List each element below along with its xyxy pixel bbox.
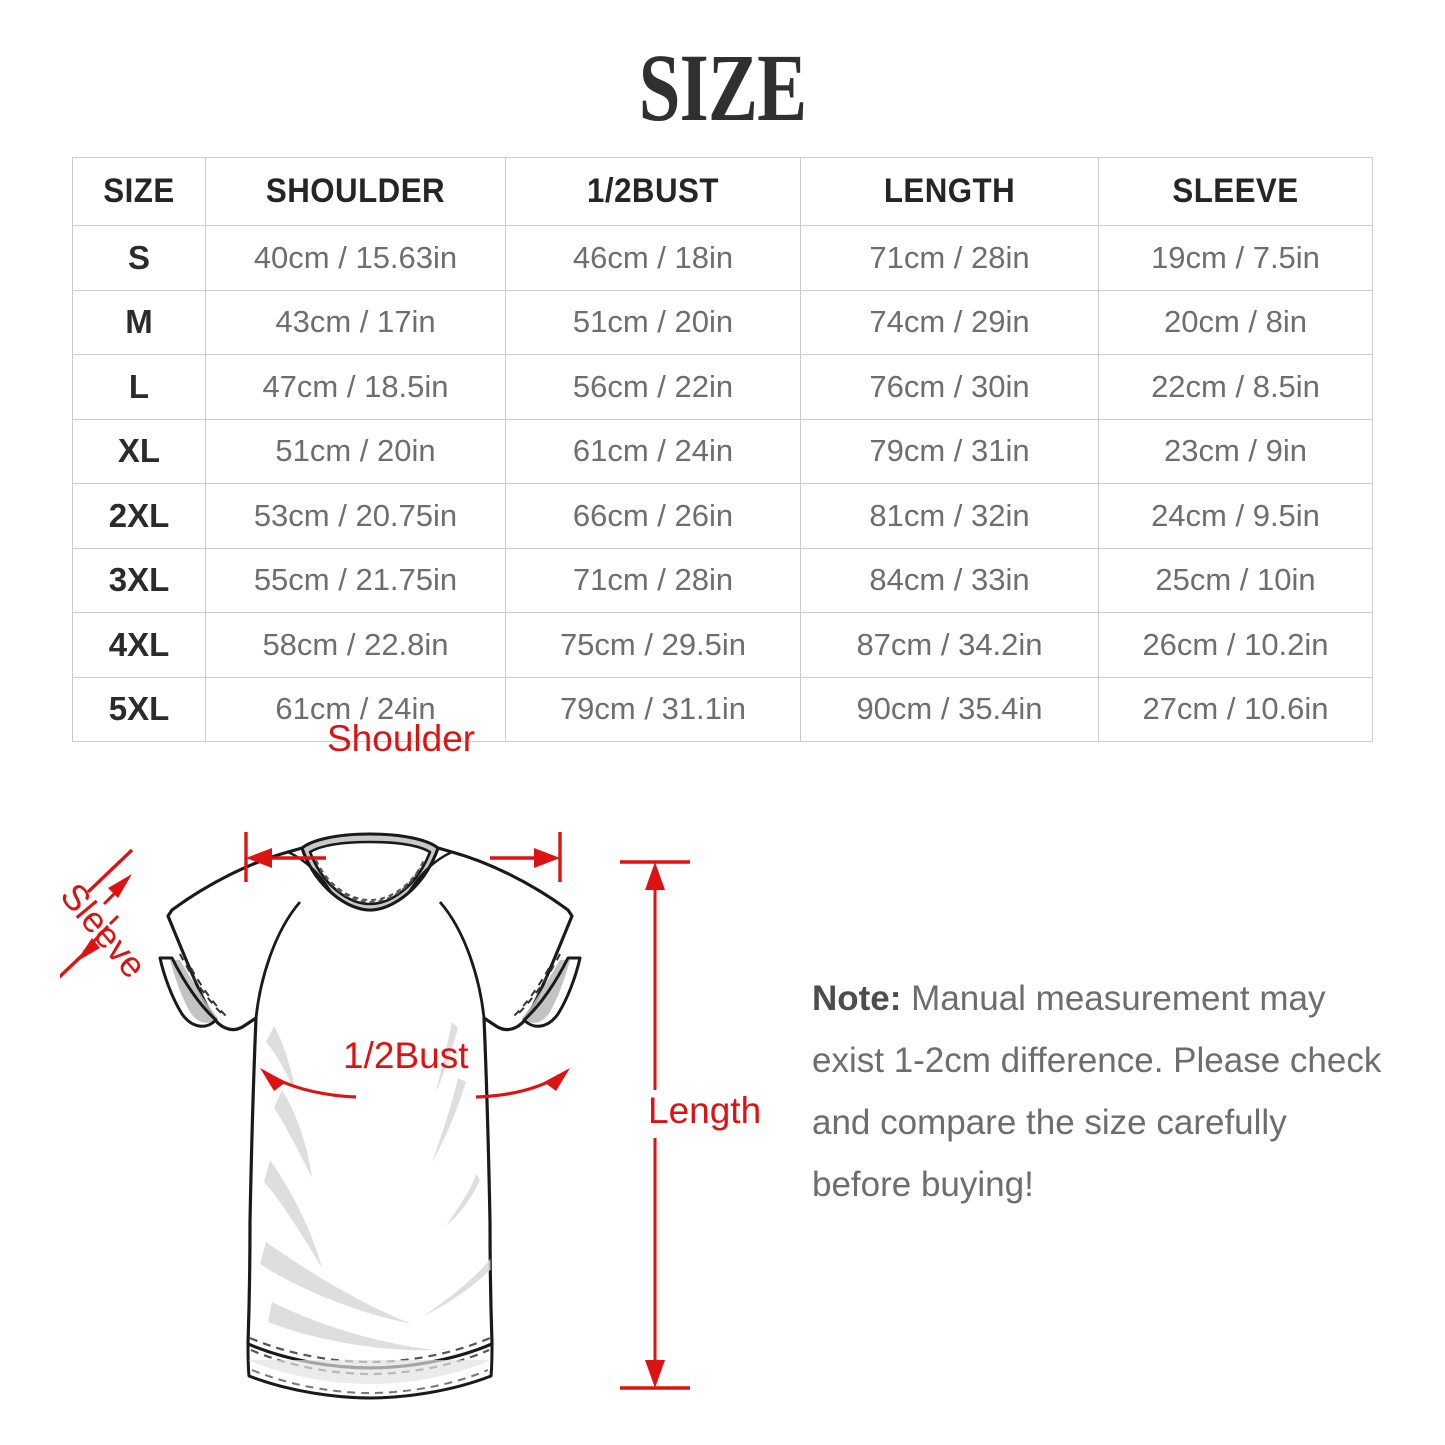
cell-sleeve: 22cm / 8.5in — [1098, 354, 1373, 420]
note-label: Note: — [812, 979, 902, 1018]
cell-length: 84cm / 33in — [800, 547, 1099, 613]
column-header-length: LENGTH — [800, 157, 1099, 226]
cell-bust: 51cm / 20in — [505, 289, 801, 355]
t-shirt-illustration — [158, 832, 582, 1400]
cell-shoulder: 58cm / 22.8in — [205, 612, 506, 678]
cell-size: 2XL — [72, 483, 206, 549]
cell-size: 5XL — [72, 676, 206, 742]
table-row: 5XL 61cm / 24in 79cm / 31.1in 90cm / 35.… — [72, 676, 1373, 742]
table-row: 2XL 53cm / 20.75in 66cm / 26in 81cm / 32… — [72, 483, 1373, 549]
shirt-outline — [158, 832, 582, 1400]
cell-bust: 75cm / 29.5in — [505, 612, 801, 678]
cell-bust: 46cm / 18in — [505, 225, 801, 291]
cell-size: M — [72, 289, 206, 355]
hem-shadow — [248, 1360, 491, 1384]
sleeve-tick-upper — [86, 848, 134, 894]
bust-arrow-line-left — [273, 1076, 357, 1099]
garment-measurement-diagram: Shoulder 1/2Bust Length Sleeve Note: Man… — [0, 718, 1445, 1445]
cell-shoulder: 43cm / 17in — [205, 289, 506, 355]
cell-size: S — [72, 225, 206, 291]
cell-shoulder: 55cm / 21.75in — [205, 547, 506, 613]
cell-shoulder: 51cm / 20in — [205, 418, 506, 484]
table-row: L 47cm / 18.5in 56cm / 22in 76cm / 30in … — [72, 354, 1373, 420]
table-header-row: SIZE SHOULDER 1/2BUST LENGTH SLEEVE — [72, 157, 1373, 226]
cell-bust: 66cm / 26in — [505, 483, 801, 549]
table-row: M 43cm / 17in 51cm / 20in 74cm / 29in 20… — [72, 289, 1373, 355]
cell-bust: 71cm / 28in — [505, 547, 801, 613]
cell-sleeve: 26cm / 10.2in — [1098, 612, 1373, 678]
sleeve-arrowhead-up — [108, 874, 132, 898]
cell-length: 76cm / 30in — [800, 354, 1099, 420]
cell-length: 81cm / 32in — [800, 483, 1099, 549]
note-text: Manual measurement may exist 1-2cm diffe… — [812, 979, 1382, 1204]
cell-shoulder: 61cm / 24in — [205, 676, 506, 742]
table-row: 4XL 58cm / 22.8in 75cm / 29.5in 87cm / 3… — [72, 612, 1373, 678]
collar-stitch-2 — [319, 867, 421, 904]
column-header-sleeve: SLEEVE — [1098, 157, 1373, 226]
shoulder-label: Shoulder — [327, 718, 476, 759]
bust-arrow-line-right — [475, 1076, 557, 1099]
length-arrowhead-top — [645, 862, 665, 890]
shoulder-arrowhead-left — [246, 848, 272, 868]
bust-arrowhead-left — [260, 1068, 286, 1091]
column-header-size: SIZE — [72, 157, 206, 226]
collar-inner — [308, 840, 432, 906]
right-cuff-stitch-2 — [513, 967, 550, 1017]
cell-size: 4XL — [72, 612, 206, 678]
cell-sleeve: 27cm / 10.6in — [1098, 676, 1373, 742]
left-cuff-stitch-2 — [190, 967, 227, 1017]
cell-size: XL — [72, 418, 206, 484]
cell-length: 87cm / 34.2in — [800, 612, 1099, 678]
fabric-folds — [260, 1022, 500, 1351]
bust-arrowhead-right — [544, 1068, 570, 1091]
cell-sleeve: 25cm / 10in — [1098, 547, 1373, 613]
cell-shoulder: 53cm / 20.75in — [205, 483, 506, 549]
cell-sleeve: 20cm / 8in — [1098, 289, 1373, 355]
right-cuff-stitch — [517, 953, 561, 1015]
cell-sleeve: 23cm / 9in — [1098, 418, 1373, 484]
cell-bust: 79cm / 31.1in — [505, 676, 801, 742]
length-arrowhead-bottom — [645, 1360, 665, 1388]
cell-sleeve: 19cm / 7.5in — [1098, 225, 1373, 291]
cell-shoulder: 47cm / 18.5in — [205, 354, 506, 420]
measurement-note: Note: Manual measurement may exist 1-2cm… — [812, 968, 1392, 1216]
length-label: Length — [648, 1090, 762, 1131]
measurement-annotations — [60, 832, 690, 1390]
table-row: S 40cm / 15.63in 46cm / 18in 71cm / 28in… — [72, 225, 1373, 291]
cell-shoulder: 40cm / 15.63in — [205, 225, 506, 291]
cell-bust: 56cm / 22in — [505, 354, 801, 420]
cell-length: 79cm / 31in — [800, 418, 1099, 484]
shoulder-arrowhead-right — [534, 848, 560, 868]
table-row: 3XL 55cm / 21.75in 71cm / 28in 84cm / 33… — [72, 547, 1373, 613]
cell-size: L — [72, 354, 206, 420]
hem-stitch-bottom — [251, 1369, 489, 1395]
table-row: XL 51cm / 20in 61cm / 24in 79cm / 31in 2… — [72, 418, 1373, 484]
left-cuff-stitch — [179, 953, 223, 1015]
cell-length: 90cm / 35.4in — [800, 676, 1099, 742]
cell-size: 3XL — [72, 547, 206, 613]
cell-sleeve: 24cm / 9.5in — [1098, 483, 1373, 549]
cell-length: 71cm / 28in — [800, 225, 1099, 291]
sleeve-arrow-line-mid — [108, 914, 120, 926]
bust-label: 1/2Bust — [343, 1035, 469, 1076]
cell-length: 74cm / 29in — [800, 289, 1099, 355]
page-title: SIZE — [638, 34, 807, 141]
column-header-shoulder: SHOULDER — [205, 157, 506, 226]
size-chart-table: SIZE SHOULDER 1/2BUST LENGTH SLEEVE S 40… — [72, 157, 1373, 742]
cell-bust: 61cm / 24in — [505, 418, 801, 484]
column-header-bust: 1/2BUST — [505, 157, 801, 226]
sleeve-arrowhead-down — [76, 938, 100, 962]
